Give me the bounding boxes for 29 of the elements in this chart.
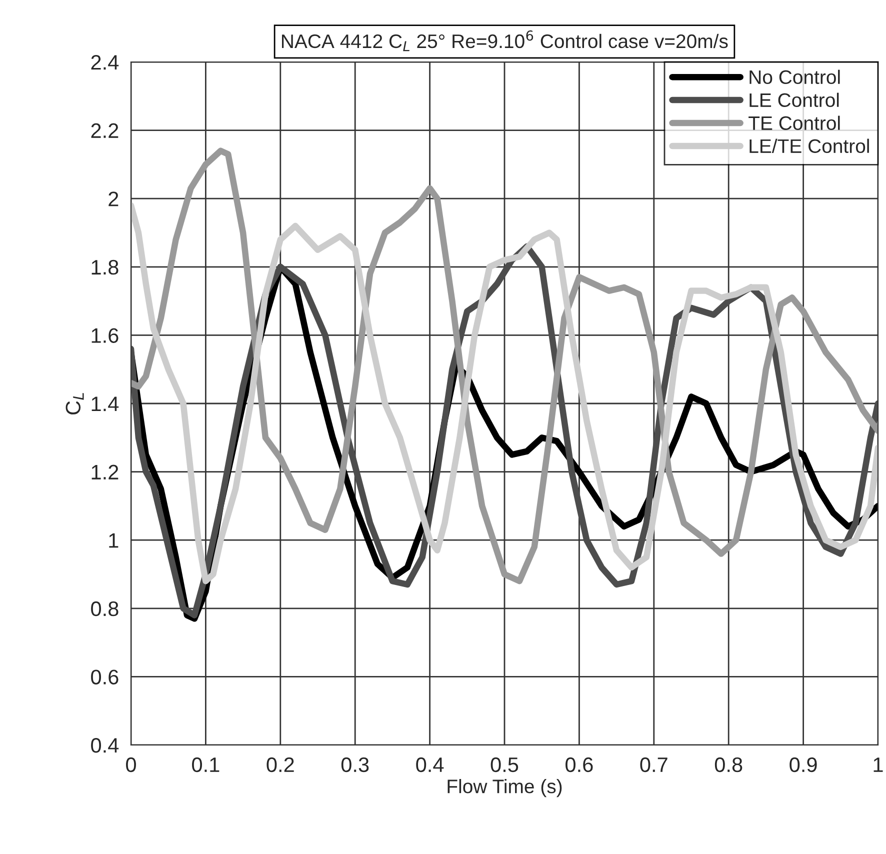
y-tick-label: 1.6 bbox=[92, 328, 118, 343]
legend-label: No Control bbox=[750, 70, 840, 84]
y-tick-label: 0.8 bbox=[91, 601, 118, 616]
x-tick-label: 0.9 bbox=[790, 757, 817, 772]
x-tick-label: 0.4 bbox=[416, 757, 444, 772]
x-tick-label: 0.5 bbox=[490, 757, 518, 772]
y-tick-label: 2.2 bbox=[91, 123, 118, 138]
x-tick-label: 0.6 bbox=[566, 757, 593, 772]
legend-label: LE Control bbox=[750, 92, 839, 108]
y-tick-label: 0.6 bbox=[91, 670, 118, 684]
x-tick-label: 0.7 bbox=[640, 757, 668, 772]
x-tick-label: 0.1 bbox=[192, 757, 220, 772]
x-tick-label: 0.2 bbox=[266, 757, 294, 772]
y-tick-label: 0.4 bbox=[91, 738, 119, 753]
y-tick-label: 2 bbox=[108, 192, 118, 206]
y-tick-label: 1.4 bbox=[92, 396, 119, 412]
x-axis-title: Flow Time (s) bbox=[448, 779, 562, 798]
x-tick-label: 0.8 bbox=[714, 757, 742, 772]
x-tick-label: 1 bbox=[874, 758, 883, 772]
chart-title: NACA 4412 C$_{L}$ 25° Re=9.10$^{6}$ Control case v=20m/s bbox=[282, 30, 728, 52]
legend-label: LE/TE Control bbox=[750, 138, 869, 154]
y-tick-label: 1 bbox=[109, 533, 118, 548]
y-axis-title: C$_{L}$ bbox=[66, 392, 84, 414]
x-tick-label: 0.3 bbox=[341, 757, 369, 772]
y-tick-label: 1.8 bbox=[92, 260, 118, 275]
legend-label: TE Control bbox=[748, 116, 840, 130]
y-tick-label: 2.4 bbox=[91, 55, 119, 70]
x-tick-label: 0 bbox=[126, 757, 136, 772]
y-tick-label: 1.2 bbox=[92, 464, 118, 480]
